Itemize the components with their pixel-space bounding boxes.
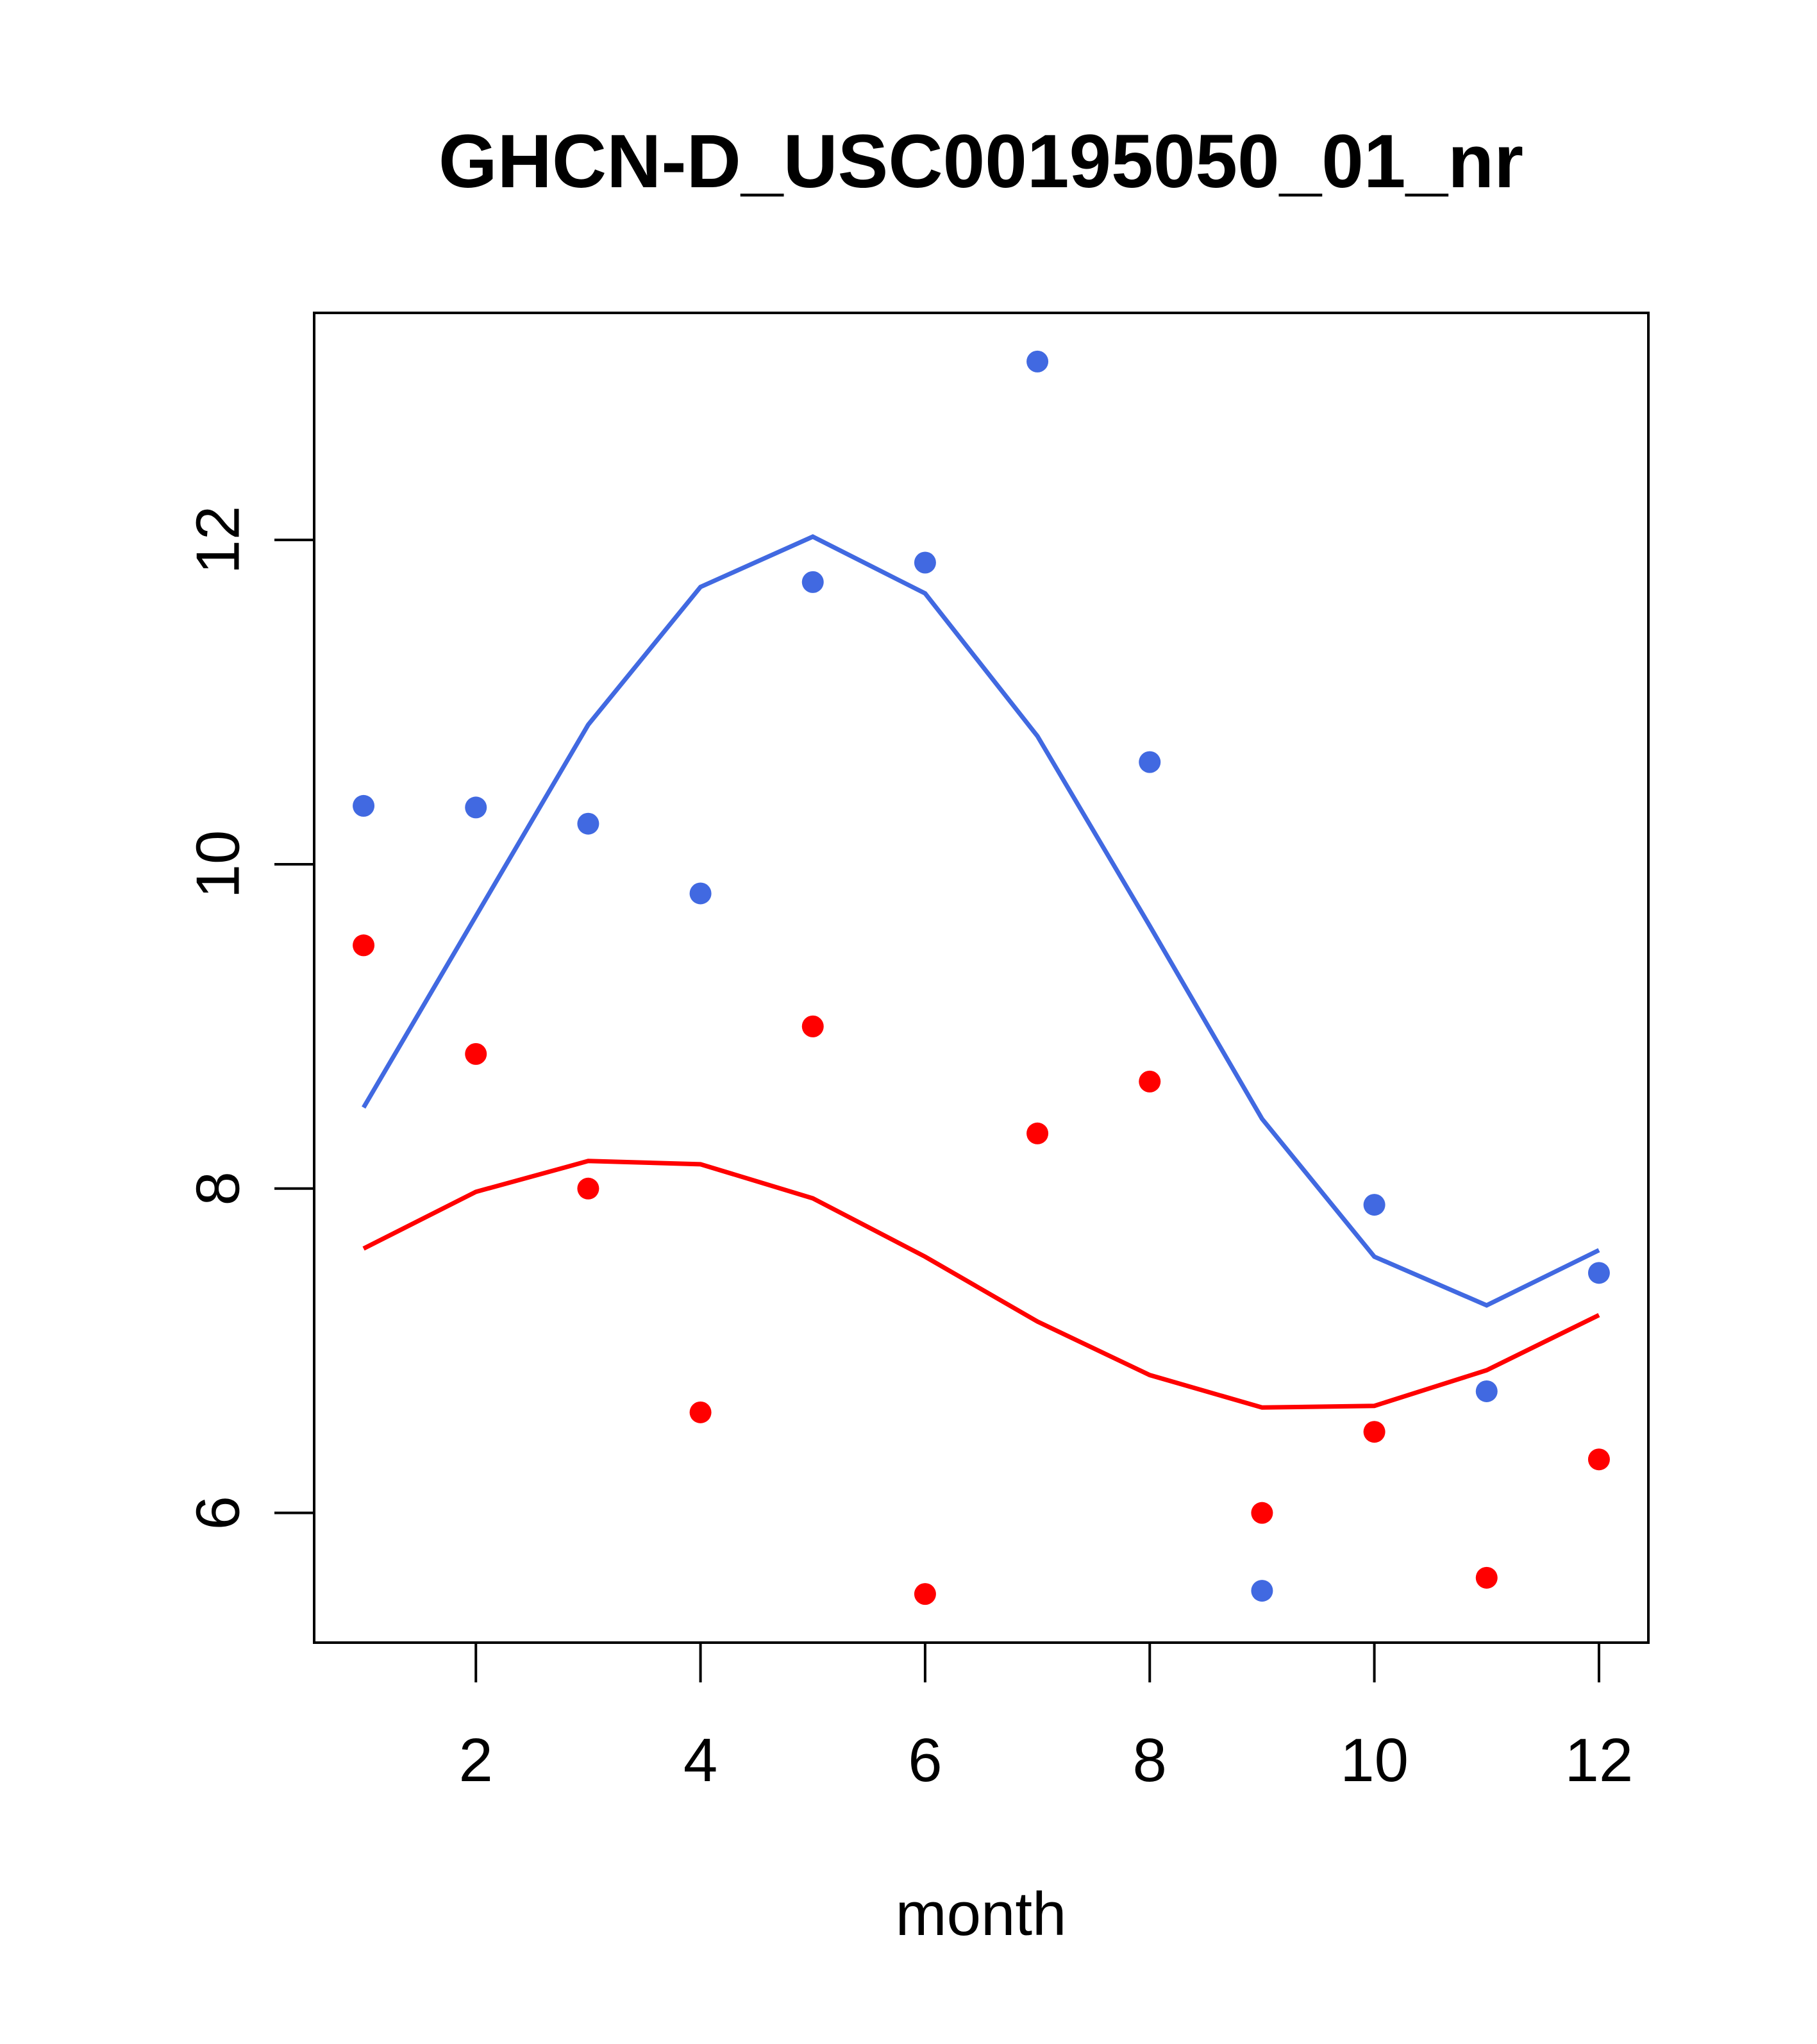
x-tick-label: 6 (908, 1726, 942, 1795)
data-point (1587, 1262, 1610, 1284)
plot-frame (313, 312, 1650, 1644)
x-tick-label: 8 (1133, 1726, 1167, 1795)
data-point (465, 1043, 487, 1065)
axes: 2 4 6 8 10 12 6 8 10 12 (184, 506, 1634, 1795)
data-point (1363, 1421, 1386, 1443)
data-point (577, 812, 599, 835)
chart-title: GHCN-D_USC00195050_01_nr (439, 119, 1523, 204)
fit-line-3 (362, 1159, 1600, 1410)
data-point (1026, 350, 1049, 373)
y-tick-label: 10 (184, 830, 253, 899)
data-point (801, 571, 824, 593)
x-tick-label: 12 (1565, 1726, 1634, 1795)
data-point (1251, 1502, 1273, 1524)
data-point (689, 1401, 712, 1423)
data-point (689, 882, 712, 905)
data-point (914, 1583, 936, 1605)
data-point (1251, 1580, 1273, 1602)
data-point (1139, 1070, 1161, 1093)
y-tick-label: 6 (184, 1496, 253, 1530)
x-axis-label: month (896, 1880, 1067, 1948)
data-point (1363, 1194, 1386, 1216)
data-point (1139, 751, 1161, 773)
data-point (465, 796, 487, 819)
x-tick-label: 10 (1340, 1726, 1409, 1795)
x-tick-label: 4 (683, 1726, 717, 1795)
y-tick-label: 8 (184, 1171, 253, 1205)
data-point (353, 934, 375, 957)
data-point (1587, 1448, 1610, 1471)
data-point (577, 1177, 599, 1200)
data-point (1026, 1122, 1049, 1144)
fit-line-2 (362, 534, 1600, 1308)
data-point (1475, 1380, 1498, 1402)
data-point (353, 794, 375, 817)
x-tick-label: 2 (459, 1726, 493, 1795)
y-tick-label: 12 (184, 506, 253, 574)
plot-marks (353, 350, 1610, 1605)
data-point (1475, 1566, 1498, 1589)
data-point (801, 1015, 824, 1037)
data-point (914, 551, 936, 574)
